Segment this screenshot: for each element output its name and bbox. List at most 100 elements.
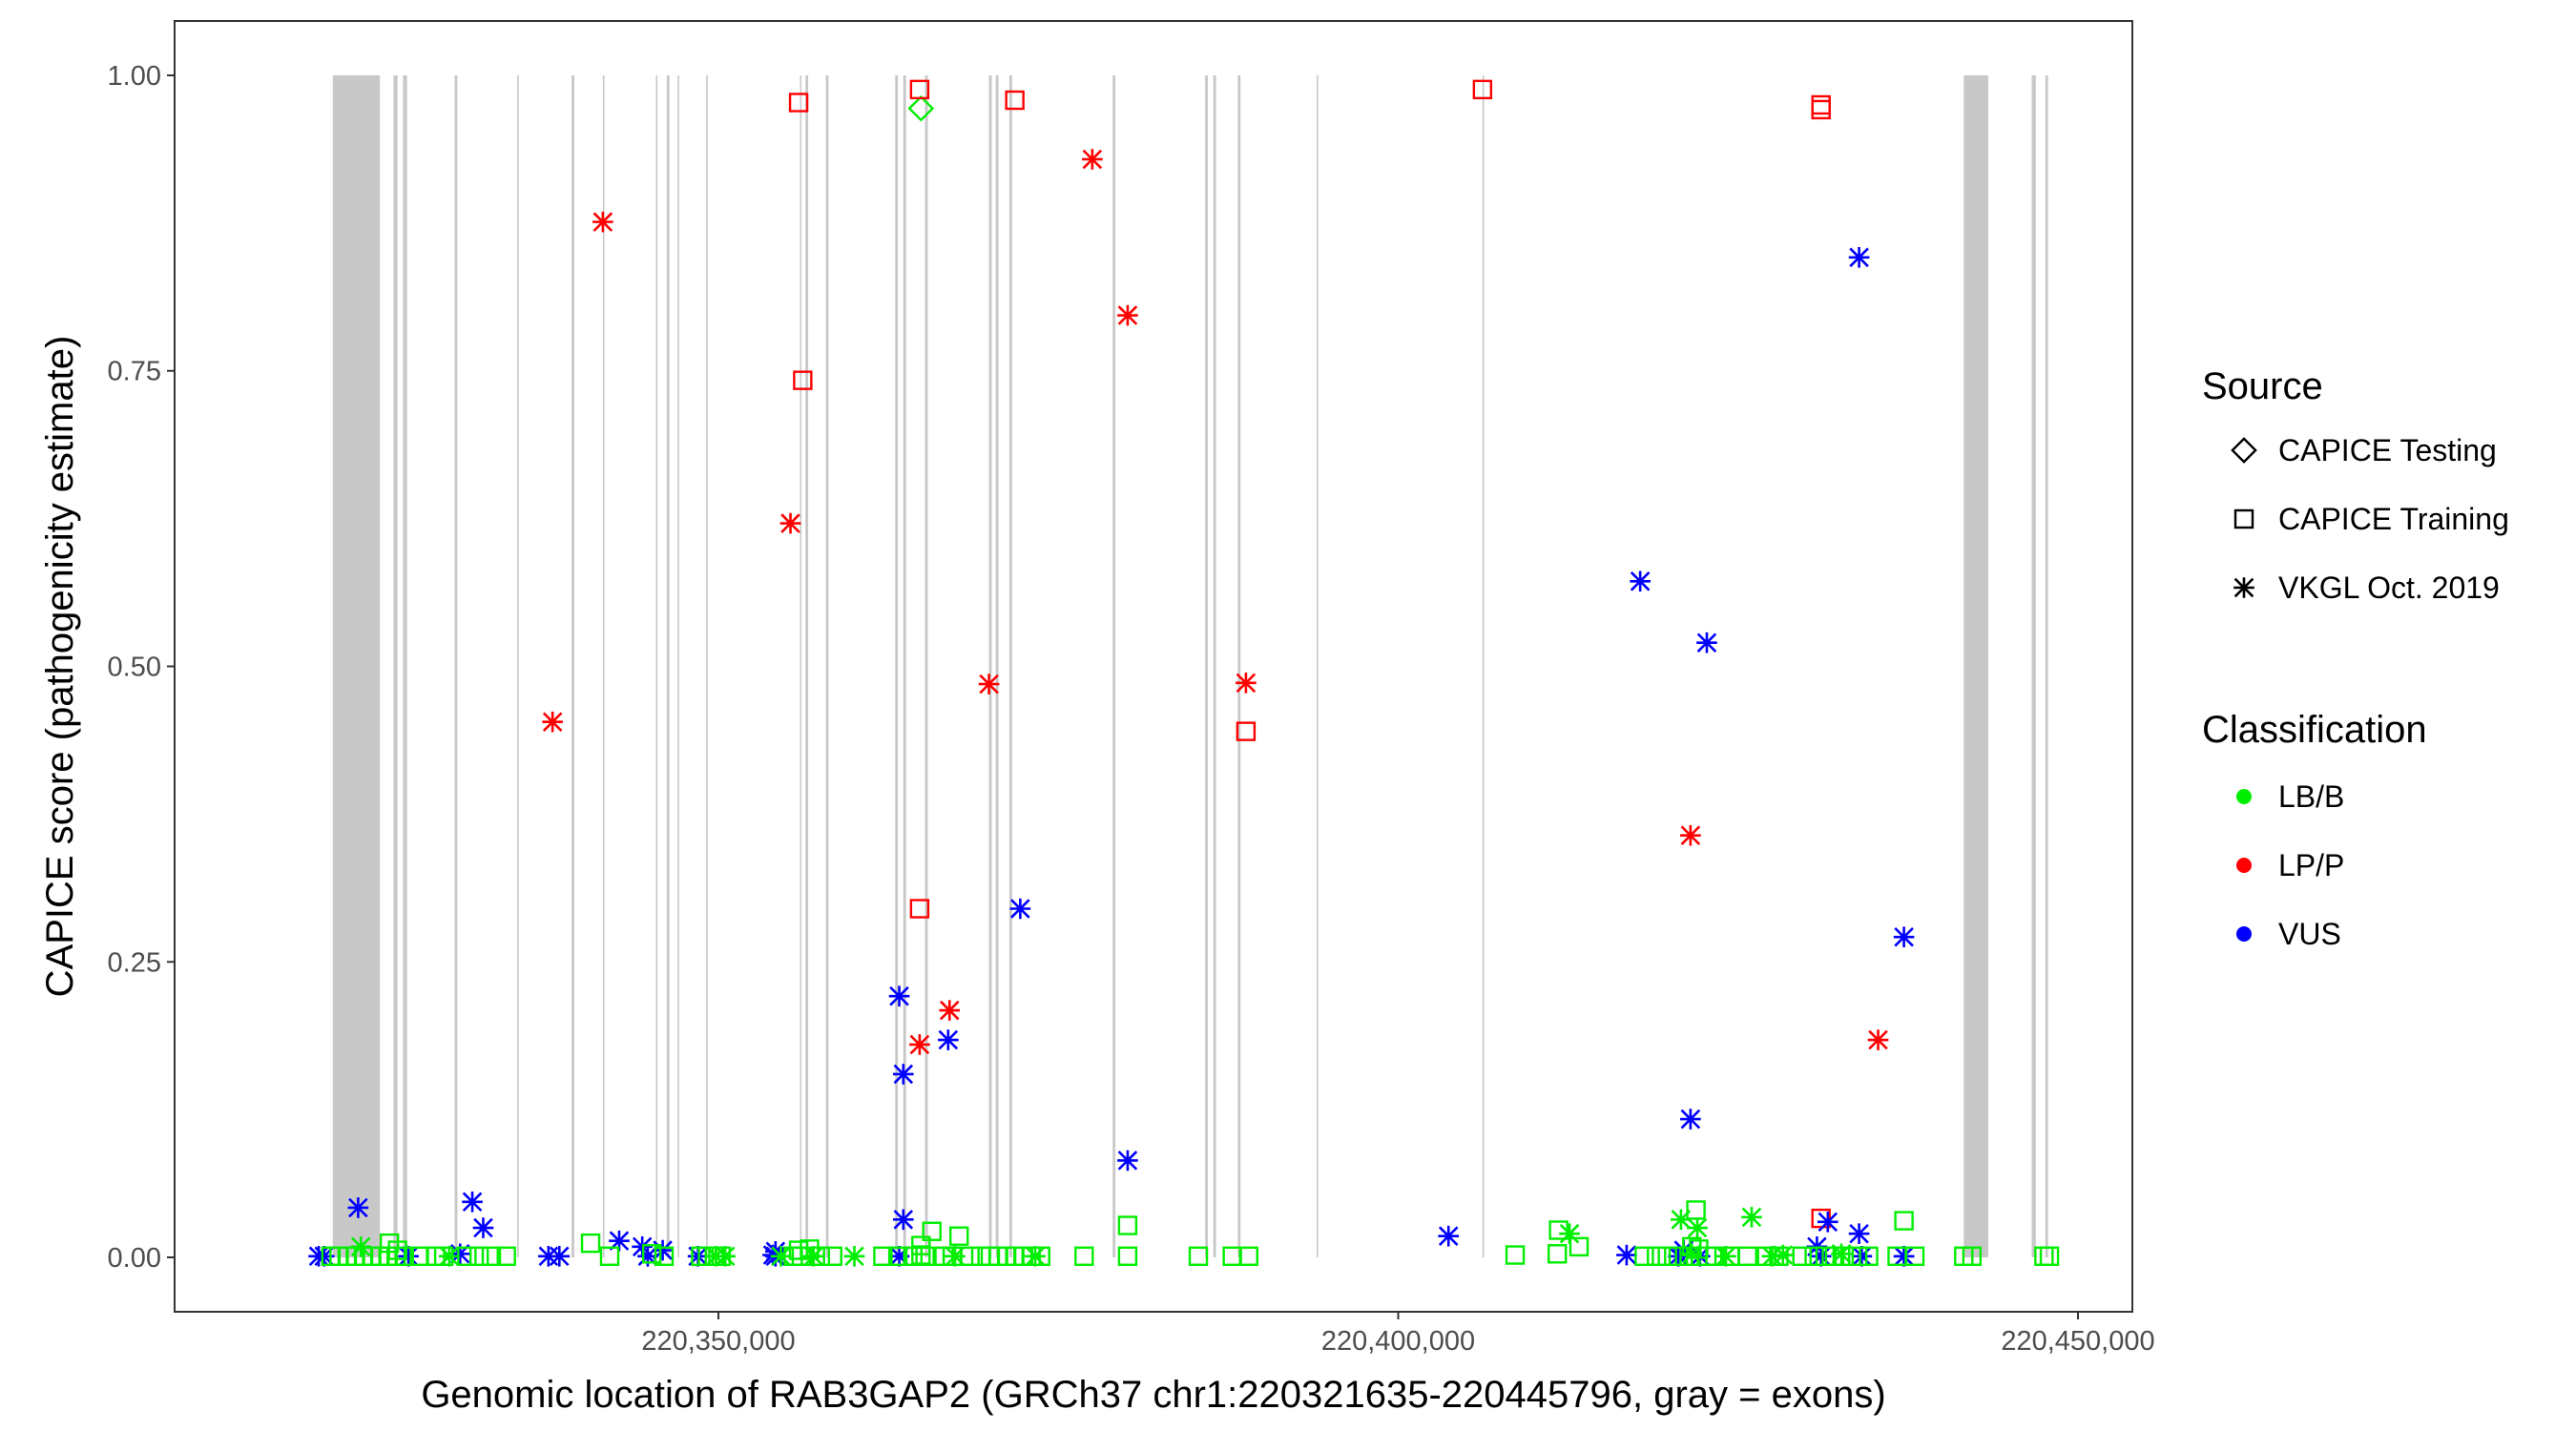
data-point <box>938 1029 959 1050</box>
legend-source-title: Source <box>2202 365 2323 407</box>
data-point <box>1681 1243 1703 1265</box>
exon-band <box>454 74 458 1258</box>
data-point <box>1696 632 1717 653</box>
x-tick-label: 220,450,000 <box>2001 1326 2154 1357</box>
exon-band <box>332 74 381 1258</box>
legend-label: VKGL Oct. 2019 <box>2278 570 2500 605</box>
x-tick-label: 220,350,000 <box>641 1326 795 1357</box>
data-point <box>449 1243 471 1265</box>
data-point <box>462 1191 483 1213</box>
data-point <box>1810 1245 1832 1267</box>
legend-key-dot <box>2236 926 2252 942</box>
y-tick-label: 0.50 <box>108 653 161 683</box>
exon-band <box>924 74 928 1258</box>
data-point <box>1668 1245 1689 1267</box>
data-point <box>1472 79 1493 100</box>
exon-band <box>1482 74 1485 1258</box>
data-point <box>909 79 930 100</box>
data-point <box>2039 1246 2060 1266</box>
legend-label: LP/P <box>2278 848 2344 882</box>
exon-bands <box>332 74 2048 1258</box>
x-tick-label: 220,400,000 <box>1321 1326 1475 1357</box>
data-point <box>949 1226 969 1246</box>
data-point <box>800 1239 820 1259</box>
exon-band <box>988 74 992 1258</box>
legend-classification-title: Classification <box>2202 709 2427 751</box>
data-point <box>1117 1215 1138 1235</box>
data-point <box>715 1245 736 1267</box>
data-point <box>1847 1246 1868 1266</box>
legend-key-dot <box>2236 789 2252 804</box>
data-point <box>1236 721 1257 741</box>
y-tick-label: 1.00 <box>108 61 161 92</box>
data-point <box>1851 1245 1873 1267</box>
exon-band <box>517 74 519 1258</box>
data-point <box>1705 1246 1725 1266</box>
data-point <box>915 1246 935 1266</box>
axes: 0.00 0.25 0.50 0.75 1.00 220,350,000 220,400,0… <box>108 61 2155 1357</box>
exon-band <box>706 74 708 1258</box>
data-point <box>873 1246 893 1266</box>
data-point <box>580 1233 601 1254</box>
data-point <box>439 1245 460 1267</box>
data-point <box>1438 1225 1460 1247</box>
exon-band <box>1112 74 1116 1258</box>
data-point <box>1117 1150 1138 1172</box>
x-axis-title: Genomic location of RAB3GAP2 (GRCh37 chr… <box>421 1374 1885 1416</box>
data-point <box>770 1245 792 1267</box>
legend-label: LB/B <box>2278 779 2344 814</box>
data-point <box>1811 99 1831 120</box>
data-point <box>1859 1246 1879 1266</box>
data-points <box>308 79 2060 1267</box>
data-point <box>469 1246 489 1266</box>
legend-label: VUS <box>2278 917 2341 951</box>
data-point <box>1715 1245 1736 1267</box>
data-point <box>2034 1246 2054 1266</box>
data-point <box>1671 1209 1692 1231</box>
data-point <box>978 674 1000 695</box>
data-point <box>654 1246 675 1266</box>
exon-band <box>2031 74 2036 1258</box>
y-tick-label: 0.25 <box>108 947 161 978</box>
exon-band <box>895 74 899 1258</box>
data-point <box>637 1245 658 1267</box>
legend: Source Classification CAPICE Testing CAPI… <box>2202 365 2509 951</box>
exon-band <box>903 74 906 1258</box>
data-point <box>1025 1245 1046 1267</box>
data-point <box>1834 1246 1855 1266</box>
data-point <box>599 1246 620 1266</box>
data-point <box>893 1064 914 1085</box>
legend-key-asterisk <box>2233 577 2254 598</box>
data-point <box>893 1209 914 1231</box>
data-point <box>398 1245 419 1267</box>
y-tick-label: 0.75 <box>108 357 161 387</box>
data-point <box>1818 1212 1839 1233</box>
exon-band <box>1008 74 1012 1258</box>
data-point <box>1082 149 1103 170</box>
data-point <box>907 94 935 122</box>
exon-band <box>800 74 802 1258</box>
y-axis-title: CAPICE score (pathogenicity estimate) <box>39 336 81 998</box>
data-point <box>347 1197 369 1218</box>
data-point <box>779 512 801 534</box>
exon-band <box>1205 74 1208 1258</box>
data-point <box>652 1239 674 1261</box>
data-point <box>481 1246 502 1266</box>
data-point <box>1647 1246 1667 1266</box>
legend-key-diamond <box>2231 437 2257 464</box>
data-point <box>1756 1246 1776 1266</box>
data-point <box>433 1246 454 1266</box>
exon-band <box>677 74 679 1258</box>
data-point <box>888 1245 910 1267</box>
data-point <box>549 1245 571 1267</box>
data-point <box>394 1246 415 1266</box>
plot-panel-border <box>174 20 2133 1313</box>
data-point <box>1005 90 1025 111</box>
data-point <box>1680 1109 1701 1130</box>
exon-band <box>393 74 398 1258</box>
data-point <box>939 1000 961 1021</box>
data-point <box>810 1246 831 1266</box>
data-point <box>1117 1246 1138 1266</box>
data-point <box>496 1246 516 1266</box>
data-point <box>945 1245 966 1267</box>
